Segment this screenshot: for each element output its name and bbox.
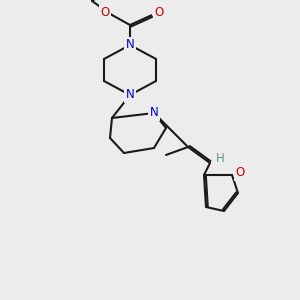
Text: H: H	[216, 152, 224, 166]
Text: N: N	[150, 106, 158, 119]
Text: O: O	[100, 7, 109, 20]
Text: O: O	[154, 7, 164, 20]
Text: N: N	[126, 88, 134, 101]
Text: N: N	[126, 38, 134, 52]
Text: O: O	[236, 167, 244, 179]
